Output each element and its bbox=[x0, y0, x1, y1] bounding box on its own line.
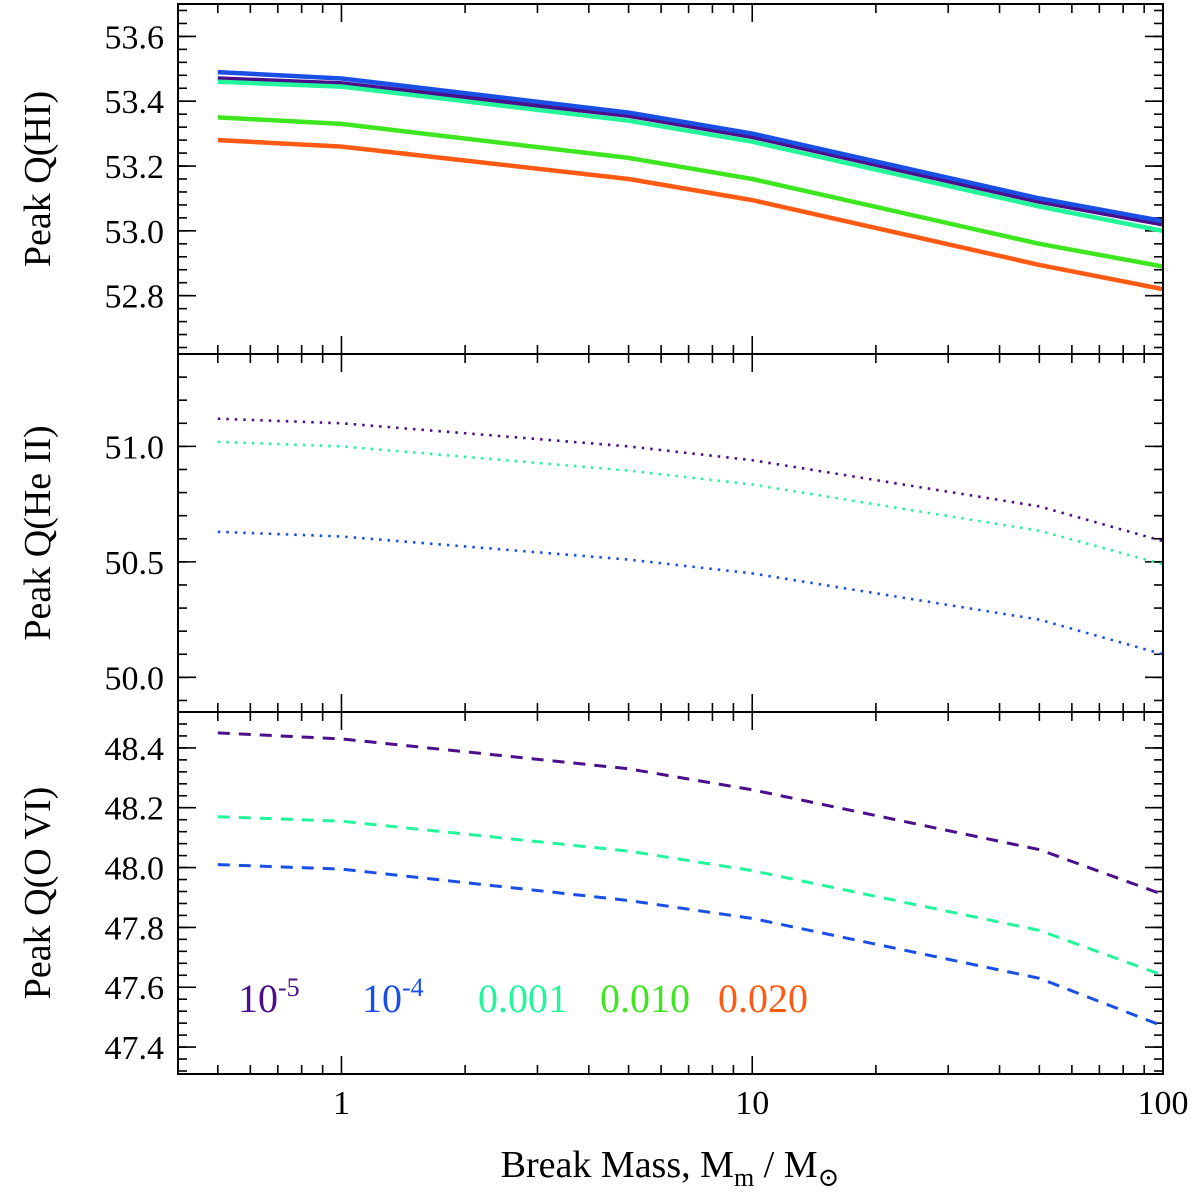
legend-label-0.001: 0.001 bbox=[478, 976, 568, 1021]
series-line-1e-5 bbox=[217, 417, 1163, 543]
y-tick-label: 47.4 bbox=[105, 1030, 165, 1067]
y-axis-title: Peak Q(HI) bbox=[17, 91, 59, 267]
plot-layer: 52.8 53.0 53.2 53.4 53.6 Peak Q(HI) 50.0 50.5 51… bbox=[17, 3, 1189, 1122]
panel-frame bbox=[177, 711, 1164, 1075]
legend-exponent: -5 bbox=[278, 973, 300, 1002]
y-tick-label: 53.6 bbox=[105, 19, 165, 56]
y-axis-title: Peak Q(O VI) bbox=[17, 787, 59, 999]
legend-label-1e-5: 10-5 bbox=[238, 973, 300, 1021]
series-group bbox=[217, 731, 1163, 1028]
series-line-0.001 bbox=[217, 79, 1163, 234]
x-tick-label: 100 bbox=[1138, 1085, 1189, 1122]
series-line-0.001 bbox=[217, 815, 1163, 977]
y-tick-label: 52.8 bbox=[105, 279, 165, 316]
panel-3: 47.4 47.6 47.8 48.0 48.2 48.4 Peak Q(O VI) bbox=[17, 711, 1164, 1075]
x-axis-title-main: Break Mass, M bbox=[501, 1144, 734, 1186]
x-tick-label: 1 bbox=[333, 1085, 350, 1122]
panel-2: 50.0 50.5 51.0 Peak Q(He II) bbox=[17, 353, 1164, 713]
y-tick-label: 48.2 bbox=[105, 791, 165, 828]
y-tick-label: 50.5 bbox=[105, 545, 165, 582]
series-line-1e-5 bbox=[217, 76, 1163, 227]
x-axis-title: Break Mass, Mm / M⊙ bbox=[501, 1144, 840, 1192]
x-axis-title-sun: ⊙ bbox=[818, 1163, 840, 1192]
series-line-1e-4 bbox=[217, 530, 1163, 656]
panel-1: 52.8 53.0 53.2 53.4 53.6 Peak Q(HI) bbox=[17, 3, 1164, 355]
y-tick-label: 48.0 bbox=[105, 851, 165, 888]
series-line-0.010 bbox=[217, 115, 1163, 269]
x-tick-label: 10 bbox=[735, 1085, 769, 1122]
series-line-0.001 bbox=[217, 440, 1163, 566]
legend-label-1e-4: 10-4 bbox=[362, 973, 424, 1021]
series-line-1e-5 bbox=[217, 731, 1163, 896]
legend-label-0.020: 0.020 bbox=[718, 976, 808, 1021]
legend-base: 10 bbox=[238, 976, 278, 1021]
y-tick-label: 51.0 bbox=[105, 429, 165, 466]
series-line-0.020 bbox=[217, 137, 1163, 292]
legend-base: 10 bbox=[362, 976, 402, 1021]
panel-frame bbox=[177, 353, 1164, 713]
y-tick-label: 50.0 bbox=[105, 660, 165, 697]
y-tick-label: 53.0 bbox=[105, 214, 165, 251]
legend-exponent: -4 bbox=[402, 973, 424, 1002]
series-line-1e-4 bbox=[217, 69, 1163, 224]
x-axis-title-sep: / M bbox=[754, 1144, 817, 1186]
series-group bbox=[217, 69, 1163, 292]
y-tick-label: 47.6 bbox=[105, 970, 165, 1007]
x-axis-title-sub: m bbox=[734, 1163, 754, 1192]
y-tick-label: 53.4 bbox=[105, 84, 165, 121]
series-line-1e-4 bbox=[217, 863, 1163, 1028]
y-tick-label: 47.8 bbox=[105, 910, 165, 947]
y-axis-title: Peak Q(He II) bbox=[17, 425, 59, 640]
panel-frame bbox=[177, 3, 1164, 355]
series-group bbox=[217, 417, 1163, 656]
legend-label-0.010: 0.010 bbox=[600, 976, 690, 1021]
y-tick-label: 48.4 bbox=[105, 731, 165, 768]
y-tick-label: 53.2 bbox=[105, 149, 165, 186]
